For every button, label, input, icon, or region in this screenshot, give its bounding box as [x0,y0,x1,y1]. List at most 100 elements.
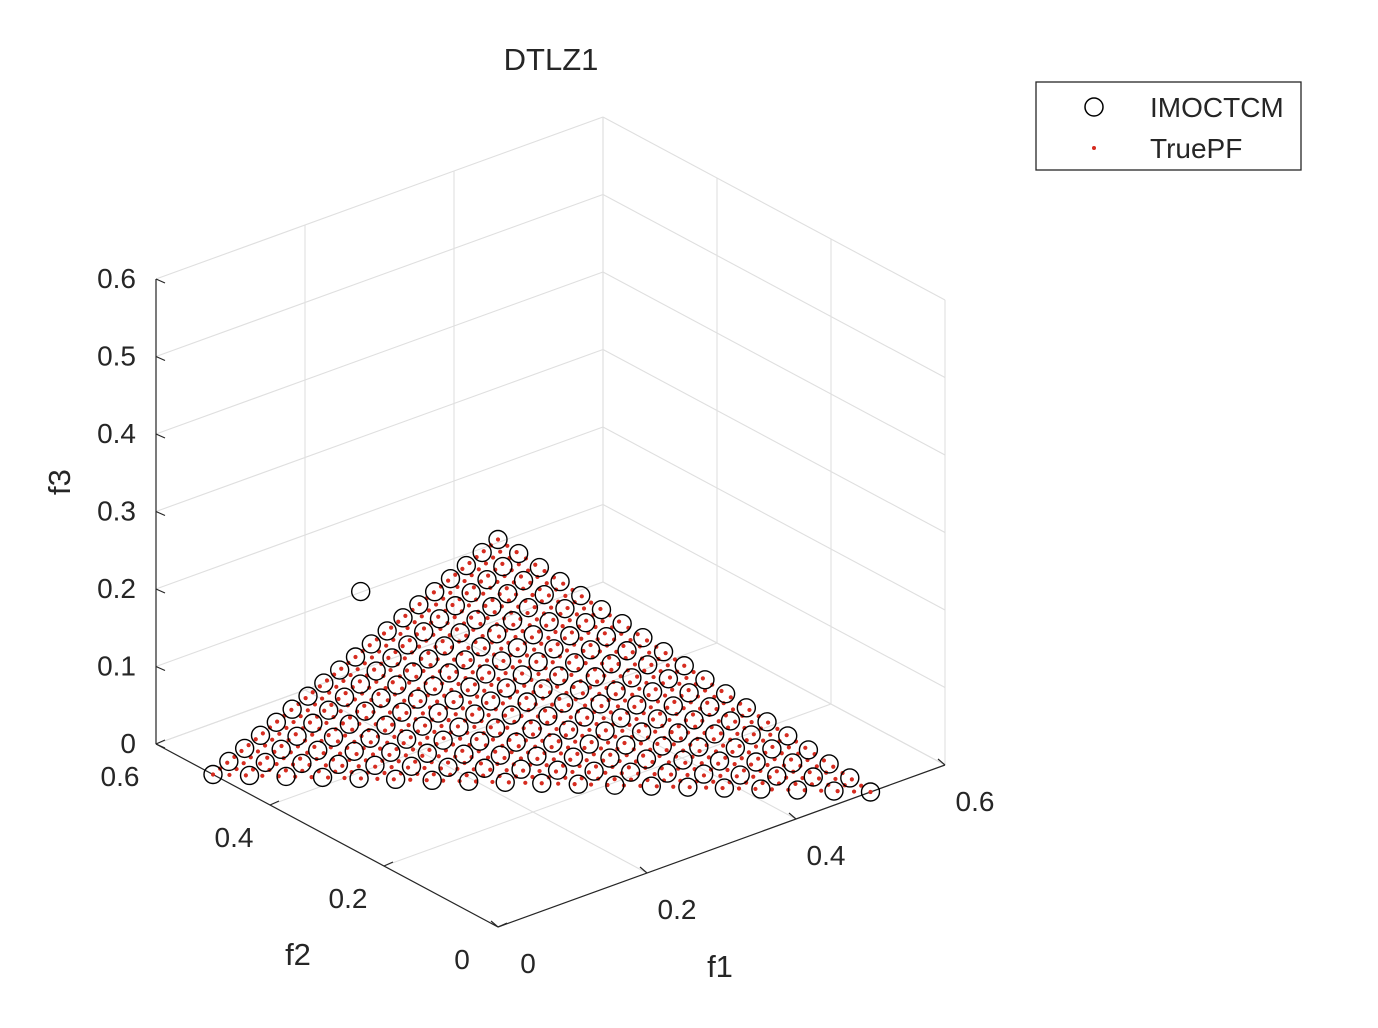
imoctcm-point [345,647,366,667]
grid-line [602,194,946,378]
imoctcm-point [377,621,397,641]
truepf-point [464,773,469,778]
truepf-point [585,715,590,720]
axes-layer [155,278,946,928]
truepf-point [748,762,754,767]
truepf-point [347,715,353,720]
truepf-point [749,720,754,725]
truepf-point [335,739,341,744]
grid-line [602,504,946,688]
truepf-point [741,768,747,773]
imoctcm-point [266,712,287,732]
imoctcm-point [508,543,529,564]
truepf-point [691,669,696,675]
truepf-point [622,698,628,703]
truepf-point [392,734,397,739]
imoctcm-point [518,597,539,618]
truepf-point [253,737,258,742]
truepf-point [505,543,510,548]
imoctcm-point [385,769,406,790]
truepf-point [555,642,560,647]
truepf-point [602,631,607,636]
imoctcm-point [371,688,391,708]
truepf-point [303,696,308,701]
imoctcm-point [778,726,798,746]
imoctcm-point [523,625,543,645]
truepf-point [485,755,491,760]
truepf-point [532,605,537,610]
truepf-point [700,676,705,681]
truepf-point [225,760,230,765]
imoctcm-point [365,755,385,776]
truepf-point [324,678,330,683]
truepf-point [326,733,331,738]
truepf-point [367,643,372,648]
z-tick-mark [155,588,166,594]
imoctcm-point [585,667,606,687]
imoctcm-point [477,569,497,590]
imoctcm-point [617,641,637,661]
truepf-point [291,719,296,725]
truepf-point [382,728,388,733]
imoctcm-point [762,739,782,759]
truepf-point [768,732,773,737]
truepf-point [678,736,684,741]
truepf-point [737,743,742,749]
truepf-point [481,591,486,596]
truepf-point [420,711,425,716]
truepf-point [644,638,650,643]
truepf-point [493,749,498,754]
truepf-point [441,778,446,783]
imoctcm-point [638,655,658,675]
imoctcm-point [318,700,339,720]
truepf-point [849,777,854,782]
truepf-point [410,747,416,752]
truepf-point [402,698,407,703]
imoctcm-point [513,570,534,591]
truepf-point [671,742,676,747]
truepf-point [490,597,495,603]
truepf-point [739,756,744,761]
x-tick-mark [639,866,648,874]
truepf-point [608,710,613,715]
truepf-point [414,674,419,679]
imoctcm-point [234,738,255,759]
truepf-point [373,764,378,769]
truepf-point [389,625,394,630]
truepf-point [558,751,564,756]
truepf-point [756,756,761,761]
truepf-point [851,789,857,794]
truepf-point [746,750,751,755]
truepf-point [460,748,465,753]
truepf-point [388,667,393,673]
y-axis-label: f2 [285,937,311,972]
truepf-point [472,724,477,729]
truepf-point [362,661,367,666]
truepf-point [455,724,461,729]
truepf-point [671,784,676,789]
truepf-point [551,617,556,622]
imoctcm-point [438,757,458,777]
imoctcm-point [502,611,523,631]
truepf-point [419,614,424,619]
truepf-point [241,761,246,766]
y-tick-mark [269,800,280,806]
y-axis-line [155,743,499,928]
truepf-point [412,620,417,625]
imoctcm-point [423,676,444,696]
truepf-point [312,744,317,749]
imoctcm-series [203,529,881,802]
truepf-point [569,672,574,677]
imoctcm-point [579,734,599,754]
imoctcm-point [787,780,808,800]
imoctcm-point [590,694,610,714]
imoctcm-point [393,608,413,628]
truepf-point [723,755,728,760]
truepf-point [420,753,425,758]
imoctcm-point [422,770,442,791]
truepf-point [770,744,775,750]
truepf-point [390,680,395,685]
imoctcm-point [631,722,652,742]
truepf-point [667,675,673,680]
truepf-point [342,775,347,781]
